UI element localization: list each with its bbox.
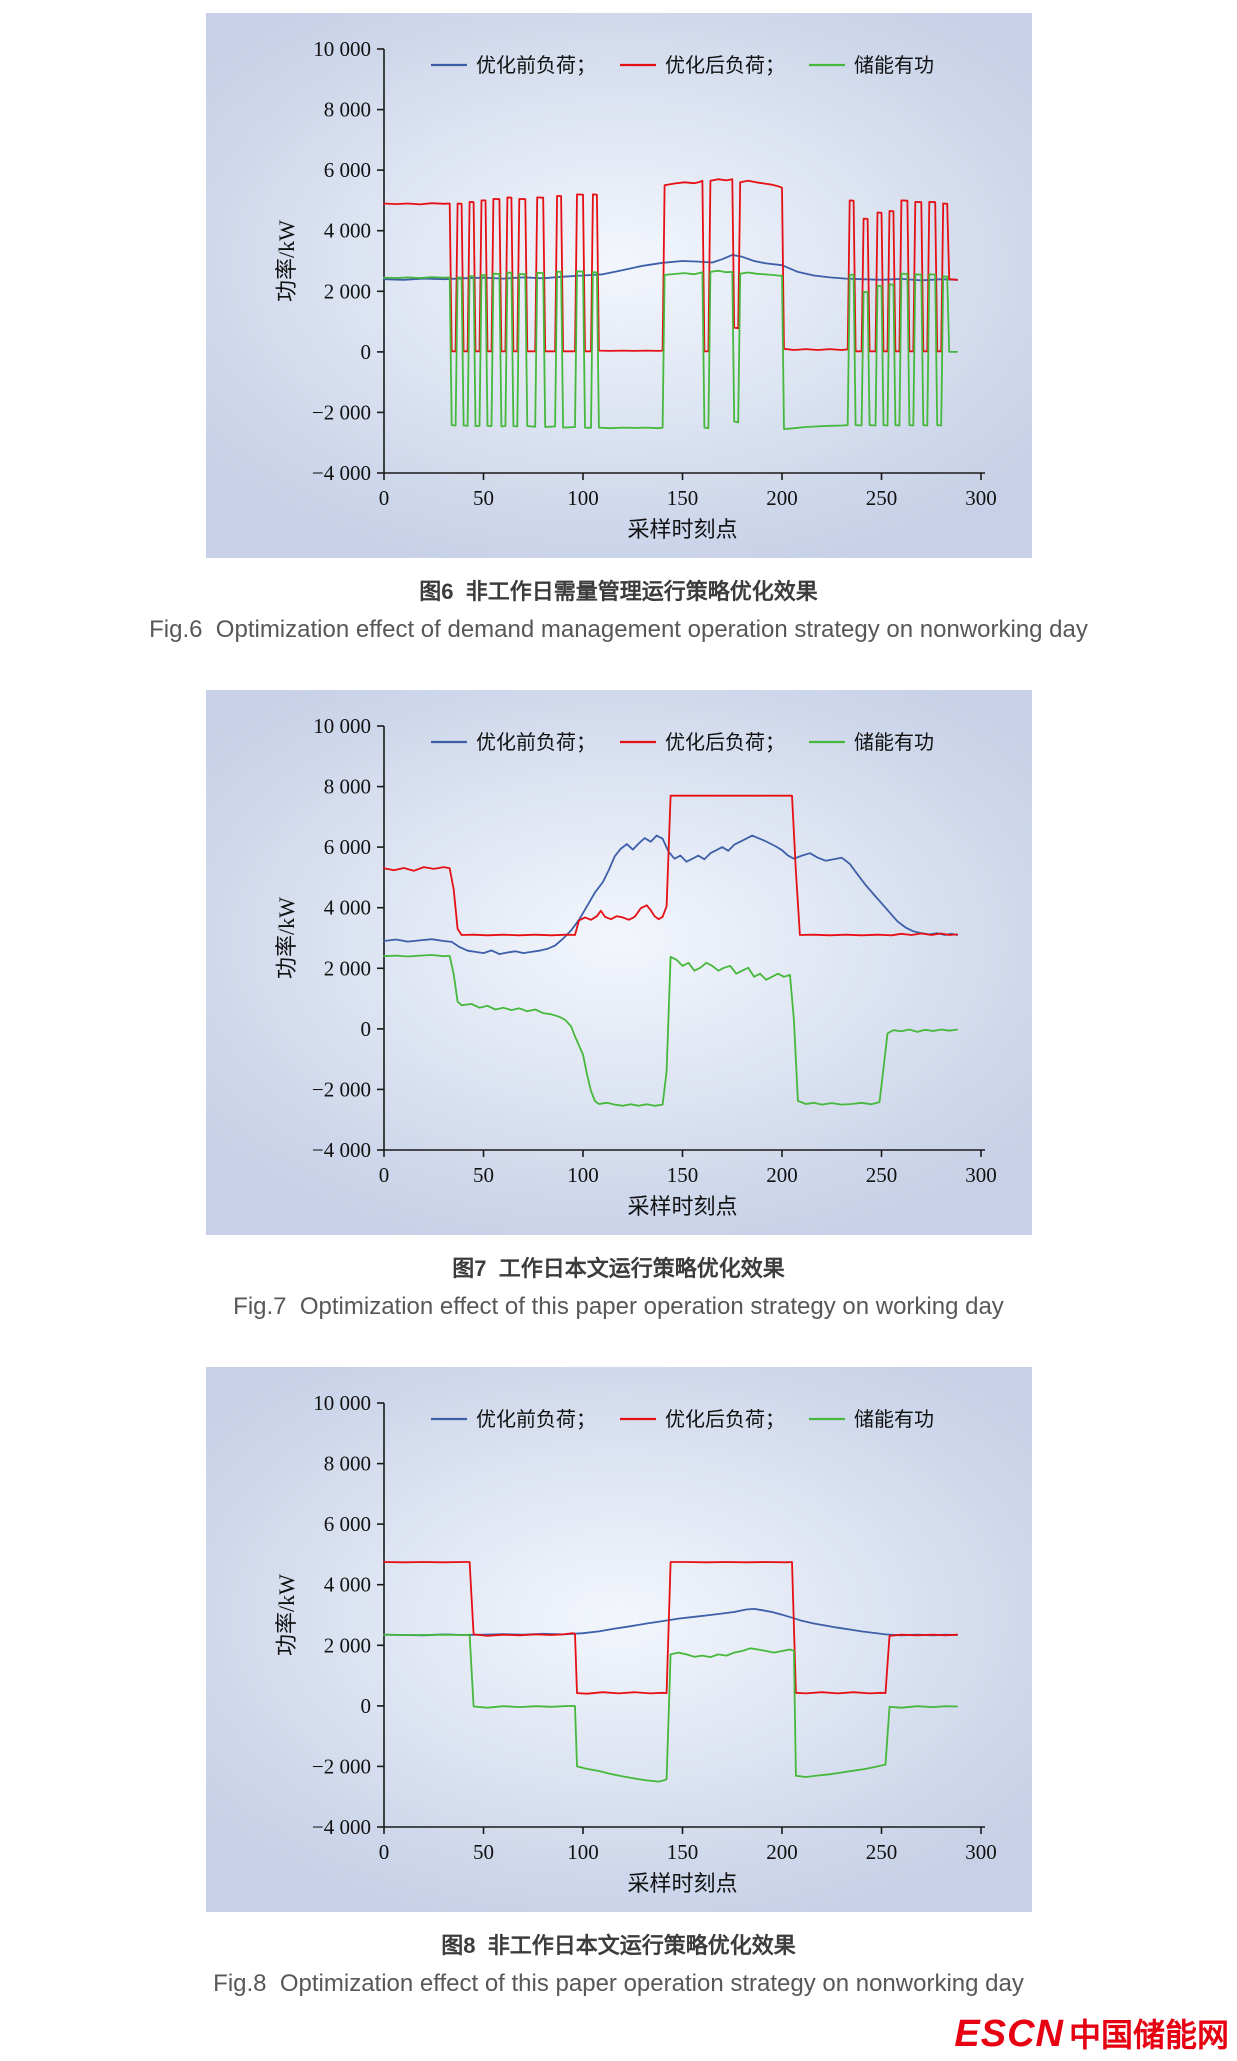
figure-8: −4 000 −2 000 0 2 000 4 000 6 000 8 000 10 000 0…: [0, 1367, 1237, 1998]
svg-text:300: 300: [965, 1840, 997, 1864]
svg-text:200: 200: [766, 486, 798, 510]
svg-text:10 000: 10 000: [313, 714, 371, 738]
svg-text:−2 000: −2 000: [311, 1077, 370, 1101]
svg-text:4 000: 4 000: [323, 219, 370, 243]
svg-text:4 000: 4 000: [323, 896, 370, 920]
figure-7-caption-en: Fig.7 Optimization effect of this paper …: [233, 1293, 1004, 1320]
svg-text:6 000: 6 000: [323, 835, 370, 859]
svg-text:采样时刻点: 采样时刻点: [627, 517, 737, 542]
svg-text:150: 150: [666, 486, 698, 510]
svg-text:8 000: 8 000: [323, 1452, 370, 1476]
svg-text:储能有功: 储能有功: [854, 54, 934, 77]
svg-text:采样时刻点: 采样时刻点: [627, 1871, 737, 1896]
svg-text:优化后负荷；: 优化后负荷；: [665, 731, 785, 754]
escn-logo-zh-text: 中国储能网: [1068, 2017, 1229, 2053]
svg-text:−2 000: −2 000: [311, 1754, 370, 1778]
svg-text:0: 0: [378, 1163, 389, 1187]
escn-logo: ESCN 中国储能网: [954, 2015, 1229, 2053]
svg-text:100: 100: [567, 1163, 599, 1187]
figure-6-chart: −4 000 −2 000 0 2 000 4 000 6 000 8 000 10 000 0…: [274, 37, 997, 542]
svg-text:6 000: 6 000: [323, 1512, 370, 1536]
svg-text:−4 000: −4 000: [311, 1815, 370, 1839]
svg-text:功率/kW: 功率/kW: [274, 897, 299, 979]
figure-6-caption-zh: 图6 非工作日需量管理运行策略优化效果: [419, 579, 818, 604]
svg-text:300: 300: [965, 1163, 997, 1187]
figure-6: −4 000 −2 000 0 2 000 4 000 6 000 8 000 10 000 0…: [0, 13, 1237, 644]
svg-text:0: 0: [360, 1017, 371, 1041]
svg-text:优化前负荷；: 优化前负荷；: [476, 1408, 596, 1431]
svg-text:8 000: 8 000: [323, 98, 370, 122]
figure-7-chart: −4 000 −2 000 0 2 000 4 000 6 000 8 000 10 000 0…: [274, 714, 997, 1219]
svg-text:2 000: 2 000: [323, 1633, 370, 1657]
svg-text:50: 50: [473, 1840, 494, 1864]
figure-8-caption-en: Fig.8 Optimization effect of this paper …: [213, 1970, 1024, 1997]
svg-text:6 000: 6 000: [323, 158, 370, 182]
svg-text:10 000: 10 000: [313, 37, 371, 61]
svg-text:100: 100: [567, 486, 599, 510]
figure-8-chart-panel: −4 000 −2 000 0 2 000 4 000 6 000 8 000 10 000 0…: [205, 1367, 1032, 1912]
svg-text:10 000: 10 000: [313, 1391, 371, 1415]
svg-text:0: 0: [378, 1840, 389, 1864]
figure-8-chart: −4 000 −2 000 0 2 000 4 000 6 000 8 000 10 000 0…: [274, 1391, 997, 1896]
svg-text:50: 50: [473, 486, 494, 510]
svg-text:优化前负荷；: 优化前负荷；: [476, 731, 596, 754]
figure-6-chart-panel: −4 000 −2 000 0 2 000 4 000 6 000 8 000 10 000 0…: [205, 13, 1032, 558]
svg-text:采样时刻点: 采样时刻点: [627, 1194, 737, 1219]
svg-text:0: 0: [360, 1694, 371, 1718]
svg-text:储能有功: 储能有功: [854, 731, 934, 754]
svg-text:优化前负荷；: 优化前负荷；: [476, 54, 596, 77]
svg-text:2 000: 2 000: [323, 279, 370, 303]
svg-text:200: 200: [766, 1840, 798, 1864]
figure-8-caption-zh: 图8 非工作日本文运行策略优化效果: [441, 1933, 796, 1958]
svg-text:功率/kW: 功率/kW: [274, 1574, 299, 1656]
figure-6-caption-en: Fig.6 Optimization effect of demand mana…: [149, 616, 1088, 643]
svg-text:0: 0: [360, 340, 371, 364]
svg-text:100: 100: [567, 1840, 599, 1864]
svg-text:优化后负荷；: 优化后负荷；: [665, 54, 785, 77]
svg-text:优化后负荷；: 优化后负荷；: [665, 1408, 785, 1431]
svg-text:250: 250: [865, 1840, 897, 1864]
svg-text:−4 000: −4 000: [311, 461, 370, 485]
svg-text:150: 150: [666, 1163, 698, 1187]
svg-text:功率/kW: 功率/kW: [274, 220, 299, 302]
svg-text:−2 000: −2 000: [311, 400, 370, 424]
svg-text:4 000: 4 000: [323, 1573, 370, 1597]
svg-text:−4 000: −4 000: [311, 1138, 370, 1162]
figure-7: −4 000 −2 000 0 2 000 4 000 6 000 8 000 10 000 0…: [0, 690, 1237, 1321]
svg-text:250: 250: [865, 1163, 897, 1187]
svg-text:50: 50: [473, 1163, 494, 1187]
svg-text:300: 300: [965, 486, 997, 510]
svg-text:200: 200: [766, 1163, 798, 1187]
figure-7-chart-panel: −4 000 −2 000 0 2 000 4 000 6 000 8 000 10 000 0…: [205, 690, 1032, 1235]
svg-text:8 000: 8 000: [323, 775, 370, 799]
svg-text:0: 0: [378, 486, 389, 510]
figure-7-caption-zh: 图7 工作日本文运行策略优化效果: [452, 1256, 785, 1281]
svg-text:150: 150: [666, 1840, 698, 1864]
escn-logo-en-text: ESCN: [954, 2013, 1064, 2055]
svg-text:2 000: 2 000: [323, 956, 370, 980]
svg-text:250: 250: [865, 486, 897, 510]
svg-text:储能有功: 储能有功: [854, 1408, 934, 1431]
